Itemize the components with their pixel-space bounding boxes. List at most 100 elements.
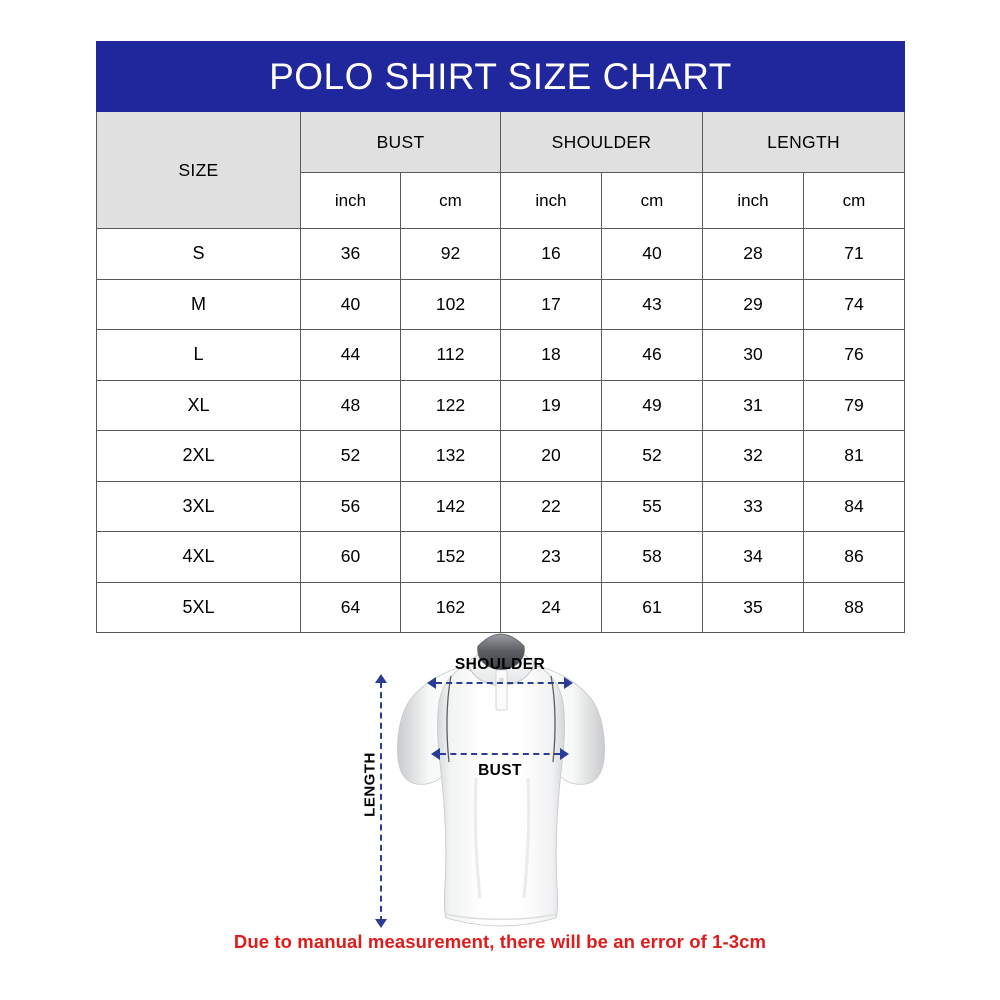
bust-measure-line (440, 753, 560, 755)
group-header-row: SIZE BUST SHOULDER LENGTH (96, 111, 906, 229)
cell-length-inch: 33 (702, 480, 804, 532)
cell-shoulder-inch: 20 (500, 430, 602, 482)
unit-bust-cm: cm (400, 172, 501, 229)
cell-shoulder-inch: 17 (500, 278, 602, 330)
cell-shoulder-cm: 55 (601, 480, 703, 532)
cell-length-cm: 84 (802, 480, 906, 532)
cell-length-inch: 28 (702, 228, 804, 280)
bust-arrow-right-icon (560, 748, 569, 760)
cell-bust-inch: 48 (300, 379, 401, 431)
cell-shoulder-inch: 19 (500, 379, 602, 431)
unit-length-cm: cm (802, 172, 906, 229)
page-title: POLO SHIRT SIZE CHART (95, 41, 906, 112)
shirt-hem (445, 913, 557, 921)
cell-length-cm: 81 (802, 430, 906, 482)
shoulder-measure-label: SHOULDER (454, 656, 546, 673)
column-header-size: SIZE (96, 111, 301, 229)
cell-bust-cm: 112 (400, 329, 501, 381)
measurement-disclaimer: Due to manual measurement, there will be… (233, 931, 767, 952)
cell-shoulder-cm: 52 (601, 430, 703, 482)
cell-shoulder-inch: 16 (500, 228, 602, 280)
table-row: 4XL 60 152 23 58 34 86 (96, 531, 906, 583)
cell-shoulder-inch: 24 (500, 581, 602, 633)
table-row: M 40 102 17 43 29 74 (96, 278, 906, 330)
size-chart-table: POLO SHIRT SIZE CHART SIZE BUST SHOULDER… (95, 41, 906, 633)
table-row: S 36 92 16 40 28 71 (96, 228, 906, 280)
cell-bust-cm: 162 (400, 581, 501, 633)
size-label: 3XL (96, 480, 301, 532)
size-label: 2XL (96, 430, 301, 482)
unit-bust-inch: inch (300, 172, 401, 229)
shirt-fold-left (473, 777, 482, 899)
cell-shoulder-cm: 49 (601, 379, 703, 431)
chart-title-row: POLO SHIRT SIZE CHART (95, 41, 906, 112)
cell-bust-cm: 152 (400, 531, 501, 583)
shoulder-measure-line (436, 682, 564, 684)
unit-shoulder-cm: cm (601, 172, 703, 229)
cell-bust-cm: 132 (400, 430, 501, 482)
size-label: 5XL (96, 581, 301, 633)
cell-bust-cm: 122 (400, 379, 501, 431)
cell-shoulder-cm: 40 (601, 228, 703, 280)
shirt-collar-inner (477, 633, 525, 671)
length-arrow-up-icon (375, 674, 387, 683)
cell-bust-inch: 44 (300, 329, 401, 381)
unit-header-row: inch cm inch cm inch cm (97, 172, 906, 229)
column-header-bust: BUST (300, 111, 501, 173)
cell-bust-inch: 40 (300, 278, 401, 330)
cell-shoulder-cm: 43 (601, 278, 703, 330)
cell-bust-inch: 36 (300, 228, 401, 280)
bust-measure-label: BUST (478, 762, 522, 779)
cell-length-inch: 29 (702, 278, 804, 330)
size-label: 4XL (96, 531, 301, 583)
column-header-shoulder: SHOULDER (500, 111, 703, 173)
table-row: 2XL 52 132 20 52 32 81 (96, 430, 906, 482)
shirt-body (437, 665, 565, 927)
cell-length-inch: 30 (702, 329, 804, 381)
column-header-length: LENGTH (701, 111, 906, 173)
length-measure-line (380, 682, 384, 922)
unit-shoulder-inch: inch (500, 172, 602, 229)
cell-length-inch: 34 (702, 531, 804, 583)
shirt-placket (495, 669, 508, 711)
size-label: XL (96, 379, 301, 431)
cell-length-cm: 88 (802, 581, 906, 633)
table-row: XL 48 122 19 49 31 79 (96, 379, 906, 431)
cell-length-inch: 35 (702, 581, 804, 633)
cell-shoulder-cm: 61 (601, 581, 703, 633)
table-row: L 44 112 18 46 30 76 (96, 329, 906, 381)
cell-length-cm: 79 (802, 379, 906, 431)
cell-bust-cm: 92 (400, 228, 501, 280)
cell-bust-inch: 64 (300, 581, 401, 633)
measurement-diagram: LENGTH SHOULDER BUST (0, 628, 1000, 938)
cell-bust-inch: 60 (300, 531, 401, 583)
size-chart-container: POLO SHIRT SIZE CHART SIZE BUST SHOULDER… (95, 41, 906, 633)
cell-shoulder-inch: 23 (500, 531, 602, 583)
bust-arrow-left-icon (431, 748, 440, 760)
shoulder-arrow-left-icon (427, 677, 436, 689)
shoulder-arrow-right-icon (564, 677, 573, 689)
cell-shoulder-inch: 18 (500, 329, 602, 381)
cell-length-cm: 71 (802, 228, 906, 280)
cell-bust-inch: 52 (300, 430, 401, 482)
cell-length-inch: 31 (702, 379, 804, 431)
cell-length-cm: 86 (802, 531, 906, 583)
length-measure-label: LENGTH (361, 752, 379, 817)
cell-bust-cm: 142 (400, 480, 501, 532)
cell-length-cm: 76 (802, 329, 906, 381)
shirt-button (499, 677, 504, 683)
cell-shoulder-inch: 22 (500, 480, 602, 532)
cell-bust-cm: 102 (400, 278, 501, 330)
cell-shoulder-cm: 46 (601, 329, 703, 381)
cell-bust-inch: 56 (300, 480, 401, 532)
size-label: L (96, 329, 301, 381)
cell-length-cm: 74 (802, 278, 906, 330)
shirt-fold-right (522, 777, 531, 899)
unit-length-inch: inch (702, 172, 804, 229)
cell-length-inch: 32 (702, 430, 804, 482)
table-row: 3XL 56 142 22 55 33 84 (96, 480, 906, 532)
size-label: M (96, 278, 301, 330)
cell-shoulder-cm: 58 (601, 531, 703, 583)
size-label: S (96, 228, 301, 280)
length-arrow-down-icon (375, 919, 387, 928)
